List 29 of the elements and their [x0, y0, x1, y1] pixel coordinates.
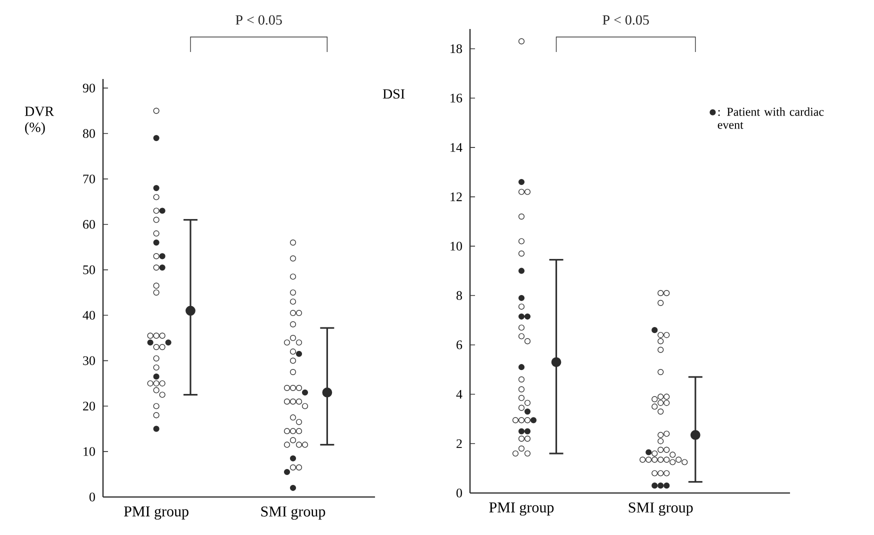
y-tick-label: 70	[83, 174, 95, 184]
y-tick-label: 12	[450, 192, 462, 202]
y-tick-label: 20	[83, 402, 95, 410]
y-tick-label: 10	[450, 242, 462, 251]
x-tick-label: PMI group	[489, 502, 554, 516]
y-tick-label: 14	[450, 143, 462, 152]
y-tick-label: 50	[83, 265, 95, 274]
y-tick-label: 2	[456, 439, 462, 448]
text: P < 0.05	[602, 15, 649, 25]
y-tick-label: 40	[82, 310, 95, 320]
y-tick-label: 0	[456, 488, 462, 498]
y-tick-label: 90	[82, 84, 95, 92]
y-tick-label: 18	[450, 44, 462, 54]
x-tick-label: SMI group	[628, 502, 693, 516]
y-tick-label: 6	[456, 340, 462, 350]
legend-label: : Patient with cardiac event	[718, 107, 824, 129]
y-tick-label: 0	[89, 492, 95, 502]
y-tick-label: 80	[82, 129, 95, 138]
x-tick-label: SMI group	[261, 506, 326, 520]
y-tick-label: 60	[83, 220, 95, 229]
y-tick-label: 16	[450, 94, 462, 102]
y-tick-label: 30	[83, 356, 95, 366]
y-axis-title: DSI	[382, 89, 405, 99]
x-tick-label: PMI group	[124, 506, 188, 520]
y-tick-label: 10	[84, 447, 95, 456]
text: P < 0.05	[236, 15, 282, 25]
y-tick-label: 8	[456, 291, 462, 300]
y-axis-title: DVR (%)	[24, 106, 54, 135]
y-tick-label: 4	[456, 390, 462, 399]
